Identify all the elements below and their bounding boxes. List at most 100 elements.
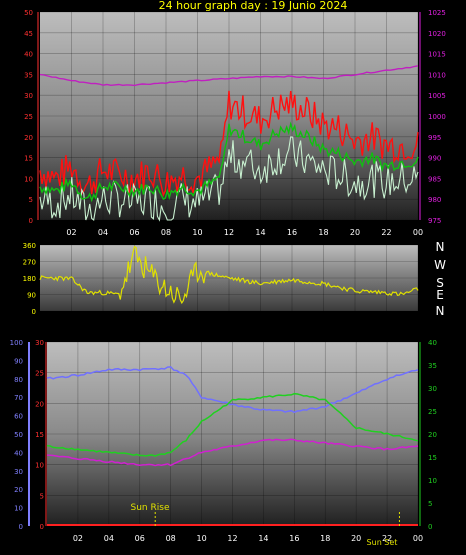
y-temp-tick: 5 bbox=[40, 492, 44, 500]
x-tick: 18 bbox=[320, 534, 330, 543]
x-tick: 10 bbox=[196, 534, 206, 543]
y-tick: 270 bbox=[23, 259, 36, 267]
y-temp-tick: 10 bbox=[35, 462, 44, 470]
y-right-tick: 1025 bbox=[428, 9, 446, 17]
x-tick: 12 bbox=[227, 534, 237, 543]
x-tick: 10 bbox=[192, 228, 202, 237]
y-humidity-tick: 60 bbox=[14, 413, 23, 421]
x-tick: 22 bbox=[381, 228, 391, 237]
x-tick: 14 bbox=[255, 228, 265, 237]
x-tick: 18 bbox=[318, 228, 328, 237]
compass-s: S bbox=[436, 276, 444, 290]
y-left-tick: 20 bbox=[24, 134, 33, 142]
panel2-axes: 0 90 180 270 360 bbox=[23, 242, 36, 316]
x-tick: 16 bbox=[287, 228, 297, 237]
y-right-tick: 0 bbox=[428, 523, 432, 531]
y-right-tick: 20 bbox=[428, 431, 437, 439]
panel2-series bbox=[39, 245, 419, 305]
y-tick: 0 bbox=[32, 308, 36, 316]
y-left-tick: 30 bbox=[24, 92, 33, 100]
y-humidity-tick: 20 bbox=[14, 486, 23, 494]
series-wind-direction bbox=[39, 245, 419, 305]
panel1-axes: 0510152025303540455097598098599099510001… bbox=[24, 9, 446, 237]
sun-set-label: Sun Set bbox=[367, 538, 398, 547]
y-left-tick: 40 bbox=[24, 51, 33, 59]
y-right-tick: 30 bbox=[428, 385, 437, 393]
y-humidity-tick: 0 bbox=[19, 523, 23, 531]
compass-n-bottom: N bbox=[436, 304, 445, 318]
y-temp-tick: 25 bbox=[35, 370, 44, 378]
y-right-tick: 5 bbox=[428, 500, 432, 508]
y-right-tick: 1015 bbox=[428, 51, 446, 59]
x-tick: 02 bbox=[66, 228, 76, 237]
y-tick: 90 bbox=[27, 292, 36, 300]
y-right-tick: 975 bbox=[428, 217, 441, 225]
series-pressure bbox=[39, 65, 419, 87]
y-left-tick: 45 bbox=[24, 30, 33, 38]
y-humidity-tick: 80 bbox=[14, 376, 23, 384]
y-left-tick: 35 bbox=[24, 71, 33, 79]
compass-e: E bbox=[436, 288, 444, 302]
panel-temp-humidity bbox=[47, 342, 418, 526]
x-tick: 06 bbox=[129, 228, 139, 237]
y-left-tick: 0 bbox=[29, 217, 33, 225]
y-temp-tick: 15 bbox=[35, 431, 44, 439]
series-wind-avg bbox=[39, 121, 419, 203]
y-humidity-tick: 40 bbox=[14, 449, 23, 457]
y-right-tick: 1005 bbox=[428, 92, 446, 100]
chart-title: 24 hour graph day : 19 Junio 2024 bbox=[159, 0, 348, 12]
y-tick: 180 bbox=[23, 275, 36, 283]
y-temp-tick: 20 bbox=[35, 400, 44, 408]
x-tick: 12 bbox=[224, 228, 234, 237]
y-right-tick: 1000 bbox=[428, 113, 446, 121]
y-right-tick: 10 bbox=[428, 477, 437, 485]
x-tick: 22 bbox=[382, 534, 392, 543]
sun-rise-label: Sun Rise bbox=[131, 503, 170, 513]
y-right-tick: 995 bbox=[428, 134, 441, 142]
x-tick: 14 bbox=[258, 534, 268, 543]
x-tick: 02 bbox=[73, 534, 83, 543]
x-tick: 20 bbox=[351, 534, 361, 543]
y-left-tick: 15 bbox=[24, 155, 33, 163]
x-tick: 20 bbox=[350, 228, 360, 237]
y-humidity-tick: 90 bbox=[14, 357, 23, 365]
y-humidity-tick: 30 bbox=[14, 468, 23, 476]
series-temperature bbox=[46, 392, 419, 457]
x-tick: 04 bbox=[98, 228, 108, 237]
y-right-tick: 985 bbox=[428, 175, 441, 183]
panel3-series bbox=[46, 366, 419, 526]
compass-n-top: N bbox=[436, 240, 445, 254]
y-humidity-tick: 70 bbox=[14, 394, 23, 402]
panel3-axes: 0 10 20 30 40 50 60 70 80 90 10 00 5 10 15 20 25 30 0 5 10 15… bbox=[10, 339, 437, 543]
y-left-tick: 5 bbox=[29, 196, 33, 204]
panel1-gridlines bbox=[40, 11, 419, 221]
y-left-tick: 50 bbox=[24, 9, 33, 17]
y-right-tick: 25 bbox=[428, 408, 437, 416]
y-right-tick: 40 bbox=[428, 339, 437, 347]
series-wind-min bbox=[39, 136, 419, 222]
panel1-series bbox=[39, 65, 419, 222]
y-temp-tick: 30 bbox=[35, 339, 44, 347]
x-tick: 08 bbox=[161, 228, 171, 237]
series-wind-gust bbox=[39, 90, 419, 198]
y-right-tick: 15 bbox=[428, 454, 437, 462]
y-humidity-tick: 10 bbox=[14, 505, 23, 513]
y-right-tick: 980 bbox=[428, 196, 441, 204]
y-right-tick: 990 bbox=[428, 155, 441, 163]
compass-w: W bbox=[434, 258, 446, 272]
series-humidity bbox=[46, 366, 419, 414]
y-right-tick: 1010 bbox=[428, 71, 446, 79]
series-dew-point bbox=[46, 438, 419, 467]
y-right-tick: 1020 bbox=[428, 30, 446, 38]
x-tick: 06 bbox=[135, 534, 145, 543]
x-tick: 16 bbox=[289, 534, 299, 543]
x-tick: 04 bbox=[104, 534, 114, 543]
y-tick: 360 bbox=[23, 242, 36, 250]
x-tick: 08 bbox=[166, 534, 176, 543]
y-humidity-tick: 50 bbox=[14, 431, 23, 439]
y-right-tick: 35 bbox=[428, 362, 437, 370]
y-left-tick: 10 bbox=[24, 175, 33, 183]
y-temp-tick: 0 bbox=[40, 523, 44, 531]
x-tick: 00 bbox=[413, 534, 423, 543]
